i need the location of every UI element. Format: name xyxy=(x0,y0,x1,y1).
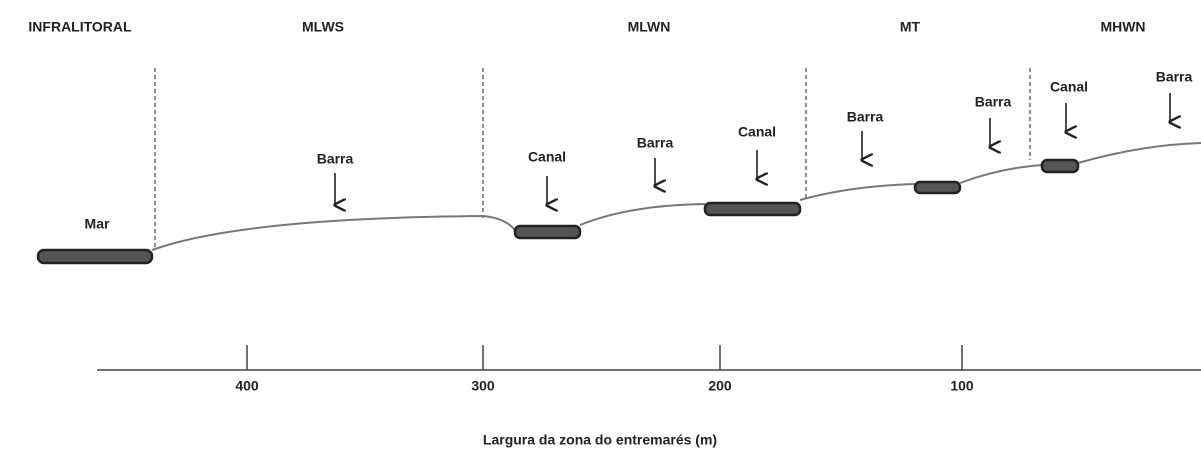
feature-label: Canal xyxy=(738,124,776,140)
water-pool xyxy=(913,180,962,195)
profile-line xyxy=(579,203,706,226)
zone-label: MLWS xyxy=(302,19,344,35)
profile-line xyxy=(959,164,1043,184)
feature-label: Canal xyxy=(528,149,566,165)
feature-label: Barra xyxy=(847,109,884,125)
feature-label: Barra xyxy=(317,151,354,167)
feature-label: Barra xyxy=(1156,69,1193,85)
axis-title: Largura da zona do entremarés (m) xyxy=(483,432,717,448)
zone-dividers xyxy=(154,68,1031,250)
profile xyxy=(36,142,1201,265)
feature-label: Barra xyxy=(637,135,674,151)
zone-label: MT xyxy=(900,19,921,35)
axis: 400 300 200 100 Largura da zona do entre… xyxy=(97,345,1201,448)
profile-line xyxy=(151,214,516,251)
tick-label: 400 xyxy=(235,378,259,394)
arrows xyxy=(335,93,1170,205)
zone-label: INFRALITORAL xyxy=(28,19,132,35)
water-pool xyxy=(1040,158,1080,174)
feature-label: Mar xyxy=(85,216,110,232)
feature-label: Canal xyxy=(1050,79,1088,95)
tick-label: 200 xyxy=(708,378,732,394)
feature-label: Barra xyxy=(975,94,1012,110)
zone-label: MLWN xyxy=(628,19,671,35)
tick-label: 300 xyxy=(471,378,495,394)
profile-line xyxy=(799,183,916,201)
profile-line xyxy=(1077,142,1201,164)
tick-label: 100 xyxy=(950,378,974,394)
zone-label: MHWN xyxy=(1100,19,1145,35)
zone-labels: INFRALITORAL MLWS MLWN MT MHWN xyxy=(28,19,1145,35)
water-pool xyxy=(703,201,802,217)
feature-labels: Mar Barra Canal Barra Canal Barra Barra … xyxy=(85,69,1193,232)
water-pool xyxy=(36,248,154,265)
water-pool xyxy=(513,224,582,240)
